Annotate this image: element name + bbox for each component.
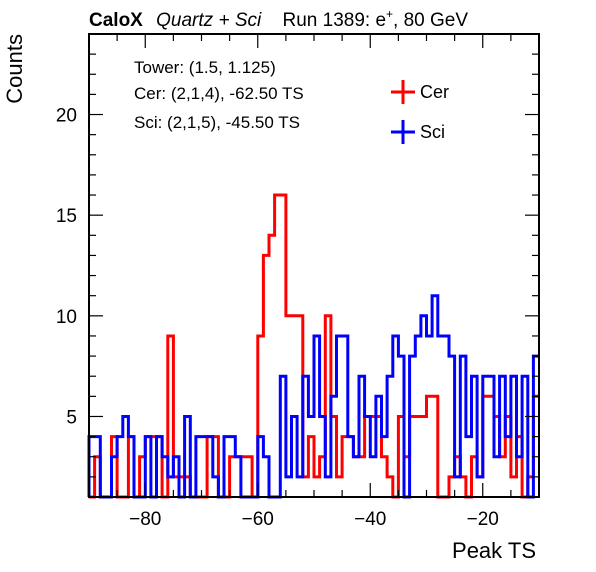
x-axis-title: Peak TS: [452, 538, 536, 563]
annotation-sci: Sci: (2,1,5), -45.50 TS: [134, 113, 300, 132]
legend-marker-cer: [391, 80, 415, 104]
annotation-tower: Tower: (1.5, 1.125): [134, 58, 276, 77]
header-run-sup: +: [386, 7, 393, 21]
header-material: Quartz + Sci: [156, 10, 262, 31]
legend-marker-sci: [391, 120, 415, 144]
y-axis-title: Counts: [2, 34, 27, 104]
header-title: CaloX Quartz + Sci Run 1389: e+, 80 GeV: [89, 7, 468, 31]
y-tick-label: 10: [56, 307, 77, 328]
header-brand: CaloX: [89, 10, 143, 31]
x-tick-label: −80: [129, 509, 161, 530]
y-tick-label: 15: [56, 206, 77, 227]
header-run-energy: , 80 GeV: [393, 10, 468, 31]
header-run: Run 1389: e: [283, 10, 387, 31]
plot-frame: [88, 33, 540, 498]
x-tick-label: −60: [242, 509, 274, 530]
ticks-layer: −80 −60 −40 −20 5 10 15 20: [56, 33, 540, 530]
annotation-cer: Cer: (2,1,4), -62.50 TS: [134, 84, 304, 103]
y-tick-label: 5: [66, 407, 77, 428]
y-tick-label: 20: [56, 106, 77, 127]
legend-label-sci: Sci: [420, 122, 445, 142]
legend-label-cer: Cer: [420, 82, 449, 102]
x-tick-label: −40: [354, 509, 386, 530]
x-tick-label: −20: [467, 509, 499, 530]
series-sci-steps: [87, 294, 539, 499]
legend: Cer Sci: [391, 80, 449, 144]
